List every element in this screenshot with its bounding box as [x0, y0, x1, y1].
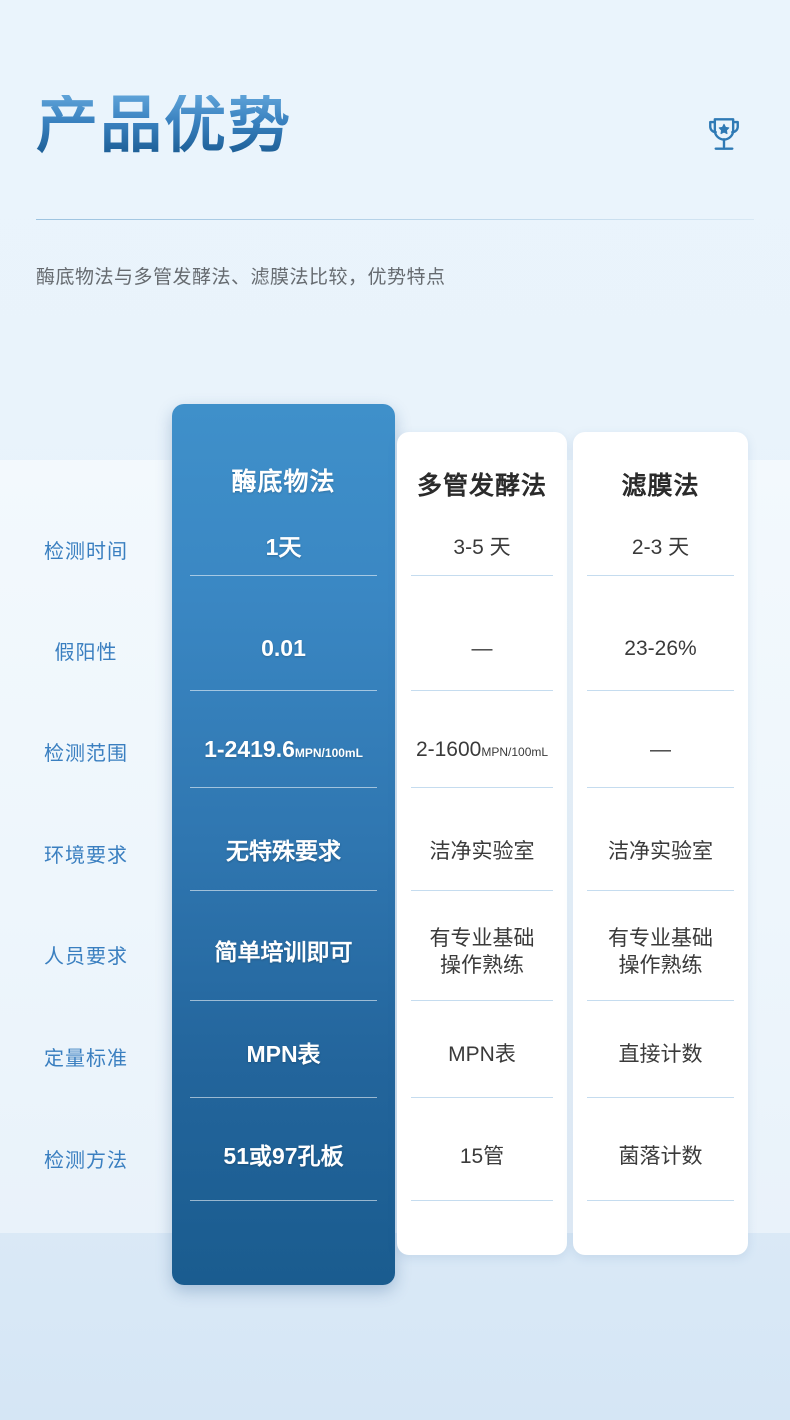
table-cell: —: [650, 737, 671, 761]
table-cell: 2-3 天: [631, 535, 690, 559]
table-cell: 洁净实验室: [608, 839, 713, 863]
header-divider: [36, 219, 754, 220]
cell-divider: [587, 1000, 734, 1001]
table-cell: 1-2419.6MPN/100mL: [204, 736, 363, 763]
cell-divider: [411, 890, 553, 891]
row-label: 假阳性: [54, 642, 118, 664]
method-card[interactable]: 多管发酵法 3-5 天 — 2-1600MPN/100mL 洁净实验室有专业基础 操作熟练…: [397, 432, 567, 1255]
cell-divider: [587, 690, 734, 691]
table-cell: 菌落计数: [618, 1144, 703, 1168]
column-header: 酶底物法: [231, 468, 336, 496]
table-cell: 2-1600MPN/100mL: [415, 737, 549, 761]
method-card[interactable]: 滤膜法 2-3 天 23-26% — 洁净实验室有专业基础 操作熟练直接计数菌落计数: [573, 432, 748, 1255]
table-cell: 1天: [265, 534, 302, 561]
table-cell: 0.01: [261, 635, 306, 662]
row-label: 检测时间: [44, 541, 128, 563]
row-label: 人员要求: [44, 946, 128, 968]
column-header: 多管发酵法: [416, 472, 547, 500]
row-label: 检测方法: [44, 1150, 128, 1172]
cell-divider: [411, 1200, 553, 1201]
table-cell: 洁净实验室: [429, 839, 535, 863]
cell-divider: [190, 1097, 377, 1098]
row-label: 检测范围: [44, 743, 128, 765]
cell-divider: [190, 1000, 377, 1001]
table-cell: 有专业基础 操作熟练: [429, 927, 535, 977]
cell-divider: [411, 1000, 553, 1001]
cell-unit: MPN/100mL: [481, 744, 549, 759]
cell-divider: [190, 575, 377, 576]
cell-unit: MPN/100mL: [294, 746, 363, 761]
table-cell: 3-5 天: [453, 535, 511, 559]
table-cell: MPN表: [448, 1042, 516, 1066]
method-card-highlighted[interactable]: 酶底物法 1天 0.01 1-2419.6MPN/100mL 无特殊要求简单培训即可 MP…: [172, 404, 395, 1285]
row-label: 环境要求: [44, 845, 128, 867]
cell-divider: [587, 1097, 734, 1098]
cell-divider: [190, 787, 377, 788]
cell-divider: [411, 575, 553, 576]
cell-divider: [587, 1200, 734, 1201]
cell-divider: [411, 690, 553, 691]
cell-divider: [190, 690, 377, 691]
cell-divider: [411, 787, 553, 788]
page-subtitle: 酶底物法与多管发酵法、滤膜法比较，优势特点: [36, 267, 446, 288]
trophy-icon: [702, 112, 746, 156]
column-header: 滤膜法: [621, 472, 700, 500]
row-label: 定量标准: [44, 1048, 128, 1070]
table-cell: 有专业基础 操作熟练: [608, 927, 713, 977]
cell-divider: [587, 575, 734, 576]
cell-divider: [587, 890, 734, 891]
table-cell: —: [471, 636, 493, 660]
table-cell: 23-26%: [624, 636, 697, 660]
table-cell: 简单培训即可: [214, 939, 353, 966]
table-cell: 15管: [459, 1144, 505, 1168]
cell-divider: [587, 787, 734, 788]
cell-divider: [411, 1097, 553, 1098]
cell-divider: [190, 1200, 377, 1201]
cell-divider: [190, 890, 377, 891]
page-title: 产品优势: [36, 92, 293, 160]
table-cell: 直接计数: [618, 1042, 703, 1066]
table-cell: MPN表: [246, 1041, 321, 1068]
table-cell: 51或97孔板: [223, 1143, 344, 1170]
table-cell: 无特殊要求: [226, 838, 341, 865]
